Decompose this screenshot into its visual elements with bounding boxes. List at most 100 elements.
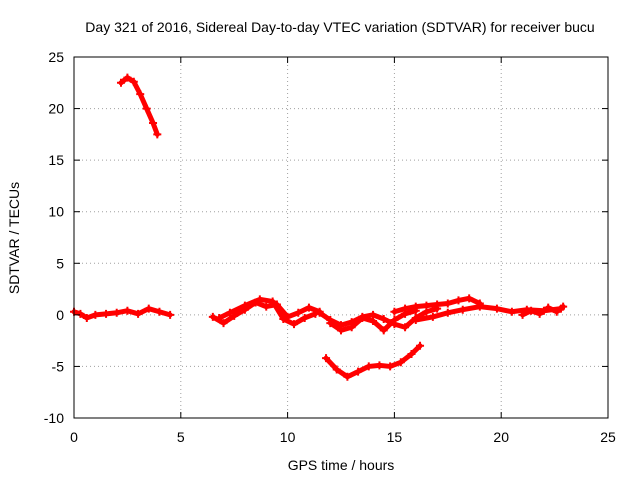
axis-ticks: 0 5 10 15 20 25 -10 -5 0 5 10 15 20 25 bbox=[44, 49, 616, 445]
y-tick-label: -10 bbox=[44, 410, 64, 426]
data-point bbox=[475, 302, 484, 311]
data-point bbox=[375, 361, 384, 370]
data-point bbox=[262, 302, 271, 311]
data-point bbox=[364, 362, 373, 371]
data-point bbox=[428, 312, 437, 321]
x-tick-label: 15 bbox=[387, 429, 403, 445]
data-point bbox=[134, 309, 143, 318]
grid-lines bbox=[74, 57, 608, 418]
data-point bbox=[268, 297, 277, 306]
chart-title: Day 321 of 2016, Sidereal Day-to-day VTE… bbox=[85, 19, 594, 35]
data-point bbox=[91, 310, 100, 319]
data-point bbox=[208, 312, 217, 321]
data-point bbox=[527, 306, 536, 315]
data-point bbox=[82, 313, 91, 322]
data-point bbox=[142, 104, 151, 113]
data-point bbox=[401, 304, 410, 313]
data-point bbox=[396, 358, 405, 367]
data-point bbox=[411, 302, 420, 311]
y-tick-label: 15 bbox=[48, 152, 64, 168]
y-tick-label: -5 bbox=[52, 358, 65, 374]
data-point bbox=[443, 299, 452, 308]
data-point bbox=[123, 306, 132, 315]
data-point bbox=[422, 301, 431, 310]
y-axis-label: SDTVAR / TECUs bbox=[6, 182, 22, 294]
series-segment-0-5h bbox=[70, 304, 175, 322]
data-point bbox=[407, 350, 416, 359]
series-line bbox=[323, 343, 423, 380]
data-point bbox=[304, 303, 313, 312]
data-point bbox=[379, 326, 388, 335]
plot-frame bbox=[73, 56, 609, 419]
data-point bbox=[507, 307, 516, 316]
y-tick-label: 25 bbox=[48, 49, 64, 65]
data-point bbox=[300, 313, 309, 322]
data-point bbox=[552, 307, 561, 316]
data-point bbox=[279, 314, 288, 323]
x-tick-label: 5 bbox=[177, 429, 185, 445]
data-point bbox=[102, 309, 111, 318]
data-point bbox=[390, 307, 399, 316]
series-segment-6-11h-a bbox=[208, 298, 324, 328]
data-point bbox=[416, 341, 425, 350]
series-segment-15-19h bbox=[390, 294, 484, 316]
x-tick-label: 25 bbox=[600, 429, 616, 445]
data-point bbox=[332, 365, 341, 374]
data-point bbox=[544, 303, 553, 312]
y-tick-label: 0 bbox=[56, 307, 64, 323]
data-point bbox=[225, 308, 234, 317]
data-point bbox=[386, 362, 395, 371]
data-point bbox=[347, 323, 356, 332]
y-tick-label: 10 bbox=[48, 204, 64, 220]
data-point bbox=[326, 319, 335, 328]
data-point bbox=[454, 296, 463, 305]
data-point bbox=[123, 73, 132, 82]
x-axis-label: GPS time / hours bbox=[288, 457, 395, 473]
series-line bbox=[118, 75, 160, 137]
data-point bbox=[112, 308, 121, 317]
series-line bbox=[71, 306, 173, 321]
series-segment-11-17h-b bbox=[326, 306, 420, 335]
data-point bbox=[458, 305, 467, 314]
x-tick-label: 10 bbox=[280, 429, 296, 445]
data-point bbox=[76, 309, 85, 318]
data-point bbox=[518, 310, 527, 319]
series-segment-6-11h-b bbox=[215, 295, 320, 329]
data-point bbox=[401, 323, 410, 332]
data-point bbox=[322, 354, 331, 363]
data-point bbox=[443, 308, 452, 317]
y-tick-label: 5 bbox=[56, 255, 64, 271]
data-point bbox=[492, 304, 501, 313]
data-point bbox=[294, 308, 303, 317]
series-early-high-arc bbox=[116, 73, 162, 139]
data-point bbox=[116, 78, 125, 87]
data-point bbox=[411, 316, 420, 325]
data-point bbox=[337, 326, 345, 335]
data-point bbox=[559, 302, 568, 311]
data-series bbox=[70, 73, 568, 381]
data-point bbox=[136, 90, 145, 99]
y-tick-label: 20 bbox=[48, 101, 64, 117]
series-dip-arc bbox=[322, 341, 425, 381]
data-point bbox=[535, 309, 544, 318]
x-tick-label: 20 bbox=[493, 429, 509, 445]
x-tick-label: 0 bbox=[70, 429, 78, 445]
data-point bbox=[155, 307, 164, 316]
data-point bbox=[369, 317, 378, 326]
data-point bbox=[343, 372, 352, 381]
data-point bbox=[433, 300, 442, 309]
data-point bbox=[465, 294, 474, 303]
series-segment-21-23h bbox=[518, 302, 568, 319]
data-point bbox=[290, 320, 299, 329]
data-point bbox=[219, 319, 228, 328]
data-point bbox=[315, 308, 324, 317]
data-point bbox=[390, 316, 399, 325]
data-point bbox=[149, 119, 158, 128]
data-point bbox=[358, 313, 367, 322]
data-point bbox=[129, 77, 138, 86]
data-point bbox=[354, 367, 363, 376]
data-point bbox=[379, 314, 388, 323]
data-point bbox=[144, 304, 153, 313]
data-point bbox=[153, 130, 162, 139]
